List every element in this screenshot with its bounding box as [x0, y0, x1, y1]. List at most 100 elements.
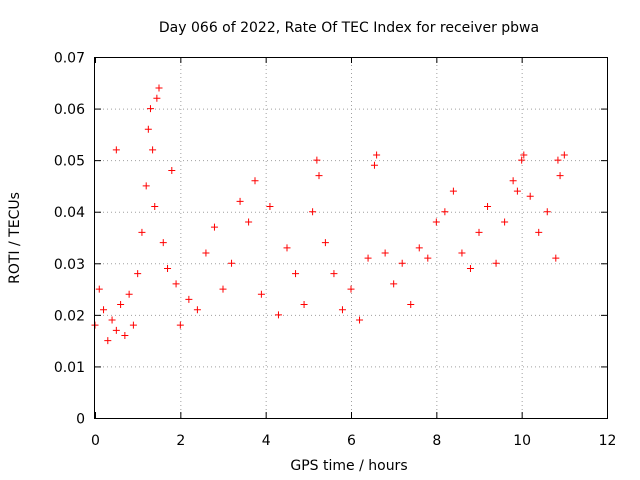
y-axis-tick-labels: 0 0.01 0.02 0.03 0.04 0.05 0.06 0.07	[54, 51, 85, 428]
data-point	[492, 259, 500, 267]
data-points	[91, 84, 568, 345]
data-point	[509, 177, 517, 185]
x-tick-label: 8	[432, 433, 441, 449]
data-point	[370, 161, 378, 169]
data-point	[449, 187, 457, 195]
data-point	[356, 316, 364, 324]
data-point	[95, 285, 103, 293]
data-point	[283, 244, 291, 252]
data-point	[164, 264, 172, 272]
data-point	[543, 208, 551, 216]
x-axis-tick-labels: 0 2 4 6 8 10 12	[91, 433, 616, 449]
y-tick-label: 0.07	[54, 51, 85, 67]
x-tick-label: 12	[599, 433, 617, 449]
data-point	[108, 316, 116, 324]
data-point	[121, 331, 129, 339]
y-tick-label: 0.02	[54, 308, 85, 324]
data-point	[153, 94, 161, 102]
data-point	[129, 321, 137, 329]
x-tick-label: 0	[91, 433, 100, 449]
y-axis-label: ROTI / TECUs	[7, 192, 23, 284]
data-point	[424, 254, 432, 262]
data-point	[245, 218, 253, 226]
data-point	[501, 218, 509, 226]
y-tick-label: 0.03	[54, 257, 85, 273]
y-tick-label: 0.04	[54, 205, 85, 221]
data-point	[309, 208, 317, 216]
data-point	[364, 254, 372, 262]
data-point	[100, 306, 108, 314]
data-point	[251, 177, 259, 185]
chart-title: Day 066 of 2022, Rate Of TEC Index for r…	[159, 20, 539, 36]
data-point	[300, 301, 308, 309]
x-tick-label: 10	[513, 433, 531, 449]
data-point	[202, 249, 210, 257]
data-point	[466, 264, 474, 272]
data-point	[554, 156, 562, 164]
data-point	[535, 228, 543, 236]
data-point	[159, 239, 167, 247]
data-point	[172, 280, 180, 288]
data-point	[381, 249, 389, 257]
data-point	[274, 311, 282, 319]
data-point	[210, 223, 218, 231]
data-point	[151, 203, 159, 211]
grid-lines	[95, 57, 607, 418]
data-point	[112, 326, 120, 334]
y-tick-label: 0	[76, 412, 85, 428]
data-point	[330, 270, 338, 278]
data-point	[520, 151, 528, 159]
data-point	[125, 290, 133, 298]
data-point	[415, 244, 423, 252]
y-tick-label: 0.01	[54, 360, 85, 376]
data-point	[407, 301, 415, 309]
data-point	[484, 203, 492, 211]
data-point	[552, 254, 560, 262]
data-point	[441, 208, 449, 216]
data-point	[526, 192, 534, 200]
data-point	[176, 321, 184, 329]
data-point	[513, 187, 521, 195]
data-point	[321, 239, 329, 247]
data-point	[134, 270, 142, 278]
data-point	[398, 259, 406, 267]
data-point	[144, 125, 152, 133]
data-point	[338, 306, 346, 314]
data-point	[112, 146, 120, 154]
data-point	[292, 270, 300, 278]
data-point	[219, 285, 227, 293]
data-point	[373, 151, 381, 159]
data-point	[458, 249, 466, 257]
data-point	[142, 182, 150, 190]
x-tick-label: 4	[262, 433, 271, 449]
data-point	[315, 172, 323, 180]
x-axis-label: GPS time / hours	[290, 458, 407, 474]
data-point	[556, 172, 564, 180]
data-point	[193, 306, 201, 314]
data-point	[560, 151, 568, 159]
data-point	[168, 166, 176, 174]
data-point	[104, 337, 112, 345]
data-point	[146, 105, 154, 113]
x-tick-label: 2	[176, 433, 185, 449]
data-point	[266, 203, 274, 211]
data-point	[347, 285, 355, 293]
y-tick-label: 0.05	[54, 154, 85, 170]
data-point	[518, 156, 526, 164]
axis-ticks	[95, 57, 608, 419]
x-tick-label: 6	[347, 433, 356, 449]
data-point	[390, 280, 398, 288]
data-point	[475, 228, 483, 236]
data-point	[432, 218, 440, 226]
data-point	[236, 197, 244, 205]
data-point	[228, 259, 236, 267]
data-point	[313, 156, 321, 164]
data-point	[185, 295, 193, 303]
data-point	[117, 301, 125, 309]
data-point	[155, 84, 163, 92]
data-point	[138, 228, 146, 236]
y-tick-label: 0.06	[54, 102, 85, 118]
data-point	[149, 146, 157, 154]
data-point	[257, 290, 265, 298]
